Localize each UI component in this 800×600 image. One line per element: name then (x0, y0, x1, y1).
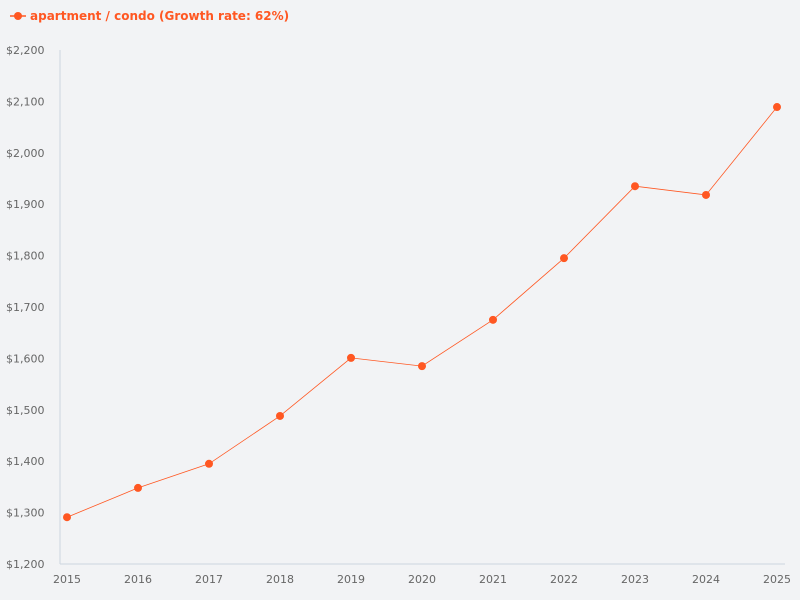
data-point (205, 459, 213, 468)
x-tick-label: 2025 (763, 573, 791, 586)
data-point (276, 411, 284, 420)
data-point (702, 190, 710, 199)
legend-label: apartment / condo (Growth rate: 62%) (30, 9, 290, 23)
data-point (631, 182, 639, 191)
x-tick-label: 2016 (124, 573, 152, 586)
x-tick-label: 2017 (195, 573, 223, 586)
x-tick-label: 2022 (550, 573, 578, 586)
x-tick-label: 2024 (692, 573, 720, 586)
x-tick-label: 2020 (408, 573, 436, 586)
y-tick-label: $2,100 (6, 95, 45, 108)
y-tick-label: $1,700 (6, 301, 45, 314)
x-tick-label: 2015 (53, 573, 81, 586)
data-point (418, 362, 426, 371)
y-tick-label: $1,900 (6, 198, 45, 211)
y-tick-label: $1,600 (6, 352, 45, 365)
x-tick-label: 2021 (479, 573, 507, 586)
y-tick-label: $1,800 (6, 250, 45, 263)
y-tick-label: $2,000 (6, 147, 45, 160)
x-tick-label: 2018 (266, 573, 294, 586)
series-line (66, 106, 778, 518)
x-tick-label: 2023 (621, 573, 649, 586)
data-point (134, 483, 142, 492)
x-tick-label: 2019 (337, 573, 365, 586)
chart-legend[interactable]: apartment / condo (Growth rate: 62%) (10, 9, 289, 23)
data-point (773, 103, 781, 112)
data-point (489, 315, 497, 324)
y-tick-label: $1,400 (6, 455, 45, 468)
y-tick-label: $1,200 (6, 558, 45, 571)
y-tick-label: $1,500 (6, 404, 45, 417)
data-point (63, 513, 71, 522)
legend-marker-icon (10, 12, 26, 20)
y-tick-label: $2,200 (6, 44, 45, 57)
data-point (560, 254, 568, 263)
data-point (347, 353, 355, 362)
y-tick-label: $1,300 (6, 507, 45, 520)
